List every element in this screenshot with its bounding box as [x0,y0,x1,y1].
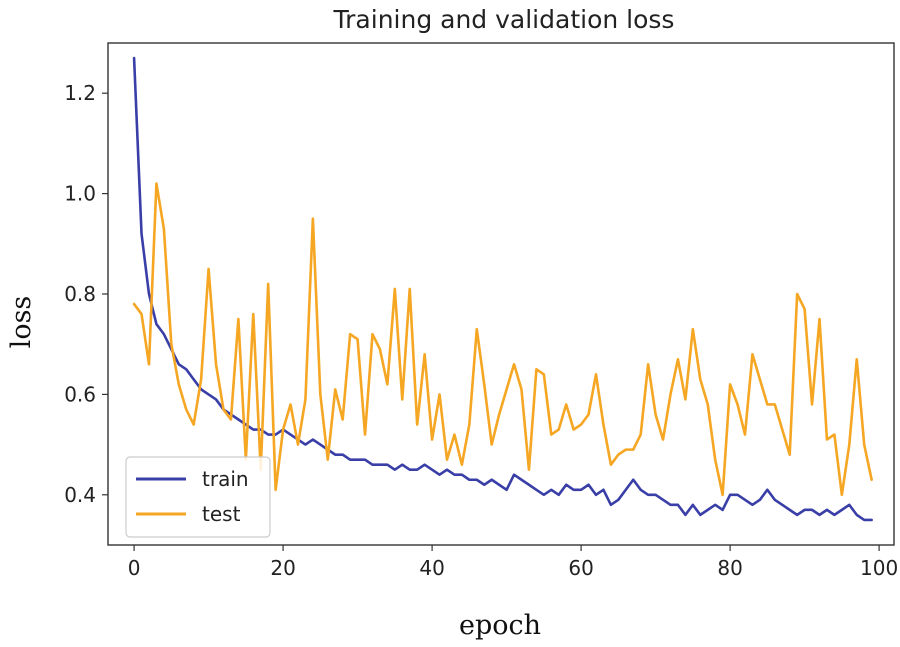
series-line-test [132,182,873,497]
x-tick-label: 40 [419,556,444,580]
y-tick-label: 0.8 [64,282,96,306]
y-tick-label: 0.4 [64,483,96,507]
chart-title: Training and validation loss [333,5,675,34]
plot-frame [107,42,895,546]
x-tick-label: 80 [717,556,742,580]
legend: train test [125,456,271,538]
axes-ticks: 0 20 40 60 80 100 0.4 0.6 0.8 1.0 1.2 [64,81,898,580]
x-tick-label: 60 [568,556,593,580]
x-axis-label: epoch [459,610,541,641]
legend-label-test: test [202,502,241,526]
legend-box [125,456,271,538]
y-axis-label: loss [6,296,37,349]
x-tick-label: 20 [270,556,295,580]
y-tick-label: 1.0 [64,182,96,206]
legend-label-train: train [202,467,249,491]
x-tick-label: 0 [128,556,141,580]
x-tick-label: 100 [860,556,898,580]
y-tick-label: 0.6 [64,382,96,406]
series-layer [132,56,873,522]
series-line-train [132,56,873,522]
y-tick-label: 1.2 [64,81,96,105]
